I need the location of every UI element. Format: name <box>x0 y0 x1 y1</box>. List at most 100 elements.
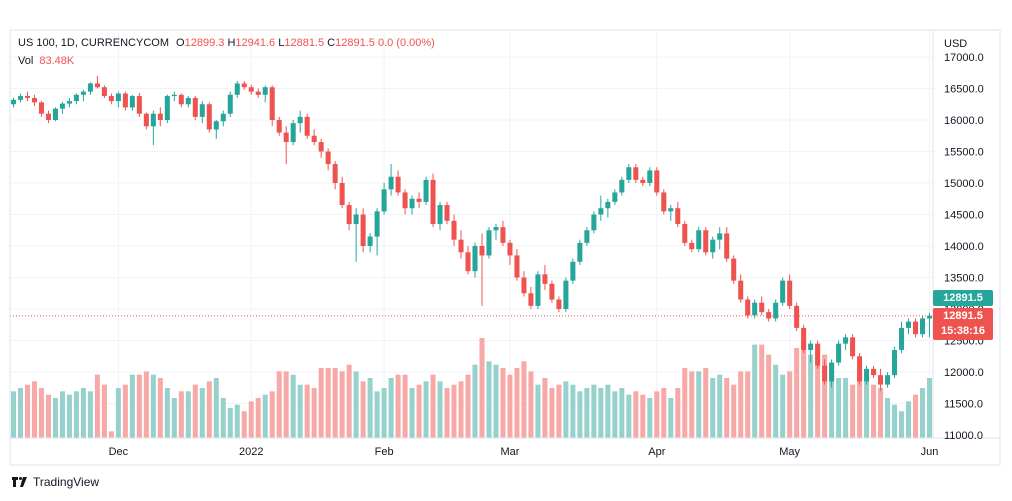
candle-body <box>605 201 611 209</box>
candle-body <box>367 236 373 246</box>
volume-bars <box>10 338 933 438</box>
y-tick-label: 14500.0 <box>944 210 984 222</box>
volume-bar <box>493 364 499 438</box>
volume-bar <box>290 374 296 438</box>
candle-body <box>745 299 751 316</box>
volume-bar <box>913 394 919 438</box>
x-tick-label: May <box>779 446 800 458</box>
close-value: 12891.5 <box>335 37 375 49</box>
candle-body <box>717 233 723 240</box>
grid-lines <box>10 30 933 438</box>
volume-bar <box>584 388 590 438</box>
volume-bar <box>633 391 639 438</box>
candle-body <box>31 97 37 103</box>
candle-body <box>444 205 450 221</box>
volume-bar <box>276 371 282 438</box>
candle-body <box>878 375 884 385</box>
candle-body <box>458 239 464 253</box>
y-tick-label: 12000.0 <box>944 367 984 379</box>
volume-bar <box>703 368 709 438</box>
candle-body <box>59 103 65 109</box>
volume-bar <box>528 371 534 438</box>
volume-label: Vol <box>18 55 34 67</box>
volume-bar <box>724 378 730 438</box>
candle-body <box>766 312 772 319</box>
candle-body <box>514 255 520 278</box>
candle-body <box>66 101 72 104</box>
candle-body <box>346 205 352 224</box>
y-tick-label: 13500.0 <box>944 273 984 285</box>
volume-bar <box>717 374 723 438</box>
candle-body <box>38 102 44 114</box>
candle-body <box>17 96 24 100</box>
volume-bar <box>640 394 646 438</box>
candle-body <box>486 230 492 256</box>
volume-bar <box>451 384 457 438</box>
candle-body <box>626 167 632 180</box>
volume-bar <box>514 368 520 438</box>
x-tick-label: Feb <box>375 446 394 458</box>
volume-bar <box>787 371 793 438</box>
candle-body <box>926 315 933 319</box>
candle-body <box>647 170 653 183</box>
candle-body <box>304 116 310 136</box>
candle-body <box>801 327 807 350</box>
candle-body <box>696 230 702 250</box>
candle-body <box>815 343 821 366</box>
symbol-label: US 100, 1D, CURRENCYCOM <box>18 37 169 49</box>
volume-bar <box>164 388 170 438</box>
y-tick-label: 16000.0 <box>944 115 984 127</box>
x-tick-label: Jun <box>921 446 939 458</box>
x-axis-labels: Dec 2022 Feb Mar Apr May Jun <box>109 446 939 458</box>
tradingview-brand[interactable]: TradingView <box>12 475 99 489</box>
candle-body <box>220 113 226 122</box>
candle-body <box>612 192 618 202</box>
volume-bar <box>17 388 24 438</box>
volume-bar <box>129 374 135 438</box>
volume-bar <box>332 368 338 438</box>
candle-body <box>591 214 597 231</box>
volume-bar <box>388 378 394 438</box>
change-value: 0.0 (0.00%) <box>377 37 435 49</box>
candle-body <box>500 227 506 243</box>
candle-body <box>857 356 863 382</box>
candle-body <box>388 176 394 190</box>
candle-body <box>479 246 485 256</box>
volume-bar <box>919 388 926 438</box>
volume-bar <box>836 378 842 438</box>
volume-bar <box>843 378 849 438</box>
volume-bar <box>409 388 415 438</box>
candle-body <box>416 198 422 202</box>
volume-bar <box>213 378 219 438</box>
volume-bar <box>45 394 51 438</box>
volume-bar <box>661 388 667 438</box>
volume-bar <box>465 374 471 438</box>
candle-body <box>10 99 17 105</box>
candle-body <box>668 208 674 212</box>
volume-bar <box>598 388 604 438</box>
volume-bar <box>437 381 443 438</box>
low-label: L <box>278 37 285 49</box>
volume-bar <box>52 398 58 438</box>
volume-bar <box>647 398 653 438</box>
candle-body <box>248 87 254 92</box>
volume-bar <box>59 391 65 438</box>
candle-body <box>584 230 590 243</box>
tradingview-logo-icon <box>12 477 27 487</box>
candle-body <box>808 343 814 350</box>
candle-body <box>87 83 93 92</box>
volume-bar <box>752 344 758 438</box>
candle-body <box>542 274 548 284</box>
chart-frame <box>9 29 1001 466</box>
candle-body <box>234 83 240 95</box>
candle-body <box>402 192 408 209</box>
volume-bar <box>234 404 240 438</box>
candle-body <box>409 198 415 209</box>
y-tick-label: 14000.0 <box>944 241 984 253</box>
brand-name: TradingView <box>33 475 100 489</box>
volume-bar <box>143 371 149 438</box>
candle-body <box>290 123 296 143</box>
candle-body <box>381 189 387 212</box>
candle-body <box>437 205 443 224</box>
